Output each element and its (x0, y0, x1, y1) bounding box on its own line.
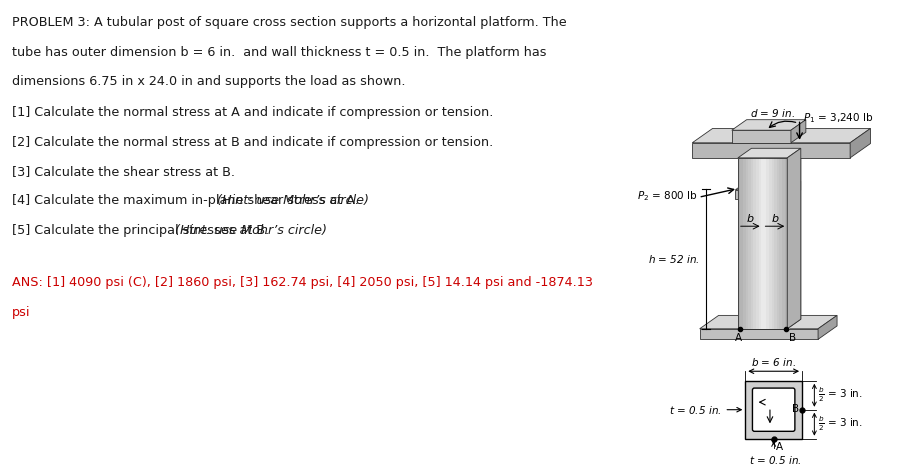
Text: (Hint: use Mohr’s circle): (Hint: use Mohr’s circle) (175, 224, 327, 237)
Polygon shape (738, 158, 788, 329)
Bar (764, 158, 766, 329)
Bar (741, 158, 743, 329)
Polygon shape (700, 315, 837, 329)
Text: $b$ = 6 in.: $b$ = 6 in. (751, 356, 797, 368)
Text: $\frac{b}{2}$ = 3 in.: $\frac{b}{2}$ = 3 in. (818, 415, 863, 433)
Polygon shape (692, 143, 850, 158)
Text: PROBLEM 3: A tubular post of square cross section supports a horizontal platform: PROBLEM 3: A tubular post of square cros… (12, 16, 567, 29)
Polygon shape (788, 181, 801, 199)
Bar (774, 158, 777, 329)
Bar (762, 158, 763, 329)
Polygon shape (791, 120, 806, 143)
Text: [2] Calculate the normal stress at B and indicate if compression or tension.: [2] Calculate the normal stress at B and… (12, 136, 493, 149)
Bar (743, 158, 745, 329)
Polygon shape (788, 148, 801, 329)
Bar (769, 158, 771, 329)
Text: $P_2$ = 800 lb: $P_2$ = 800 lb (637, 189, 697, 203)
Text: A: A (735, 333, 742, 343)
Polygon shape (692, 128, 870, 143)
Bar (785, 158, 787, 329)
Bar (753, 158, 756, 329)
Text: (Hint: use Mohr’s circle): (Hint: use Mohr’s circle) (216, 194, 369, 207)
Bar (745, 381, 802, 438)
Text: $P_1$ = 3,240 lb: $P_1$ = 3,240 lb (804, 111, 874, 125)
Bar (738, 158, 740, 329)
Text: dimensions 6.75 in x 24.0 in and supports the load as shown.: dimensions 6.75 in x 24.0 in and support… (12, 75, 405, 88)
Polygon shape (738, 148, 801, 158)
Text: B: B (789, 333, 796, 343)
Bar (779, 158, 782, 329)
Text: $\frac{b}{2}$ = 3 in.: $\frac{b}{2}$ = 3 in. (818, 386, 863, 405)
Polygon shape (818, 315, 837, 339)
Bar (751, 158, 753, 329)
Text: B: B (792, 404, 799, 414)
Bar (777, 158, 779, 329)
Bar (771, 158, 774, 329)
Text: A: A (776, 442, 783, 452)
Bar (745, 158, 748, 329)
Bar (782, 158, 785, 329)
Polygon shape (732, 130, 791, 143)
Text: $b$: $b$ (771, 212, 779, 224)
Polygon shape (736, 190, 788, 199)
Text: [5] Calculate the principal stresses at B.: [5] Calculate the principal stresses at … (12, 224, 273, 237)
Polygon shape (732, 120, 806, 130)
FancyBboxPatch shape (753, 388, 795, 432)
Bar (759, 158, 762, 329)
Text: $t$ = 0.5 in.: $t$ = 0.5 in. (669, 404, 722, 416)
Text: $b$: $b$ (746, 212, 754, 224)
Text: ANS: [1] 4090 psi (C), [2] 1860 psi, [3] 162.74 psi, [4] 2050 psi, [5] 14.14 psi: ANS: [1] 4090 psi (C), [2] 1860 psi, [3]… (12, 276, 593, 289)
Polygon shape (736, 181, 801, 190)
Bar (756, 158, 759, 329)
Bar (788, 158, 789, 329)
Text: [4] Calculate the maximum in-plane shear stress at A.: [4] Calculate the maximum in-plane shear… (12, 194, 362, 207)
Text: [3] Calculate the shear stress at B.: [3] Calculate the shear stress at B. (12, 165, 235, 178)
Text: [1] Calculate the normal stress at A and indicate if compression or tension.: [1] Calculate the normal stress at A and… (12, 106, 493, 120)
Text: $t$ = 0.5 in.: $t$ = 0.5 in. (749, 454, 801, 465)
Polygon shape (850, 128, 870, 158)
Polygon shape (788, 148, 801, 329)
Bar (748, 158, 751, 329)
Text: psi: psi (12, 306, 30, 319)
Text: tube has outer dimension b = 6 in.  and wall thickness t = 0.5 in.  The platform: tube has outer dimension b = 6 in. and w… (12, 46, 546, 59)
Polygon shape (738, 148, 801, 158)
Text: $d$ = 9 in.: $d$ = 9 in. (750, 107, 796, 120)
Bar (766, 158, 769, 329)
Polygon shape (700, 329, 818, 339)
Text: $h$ = 52 in.: $h$ = 52 in. (648, 252, 700, 265)
